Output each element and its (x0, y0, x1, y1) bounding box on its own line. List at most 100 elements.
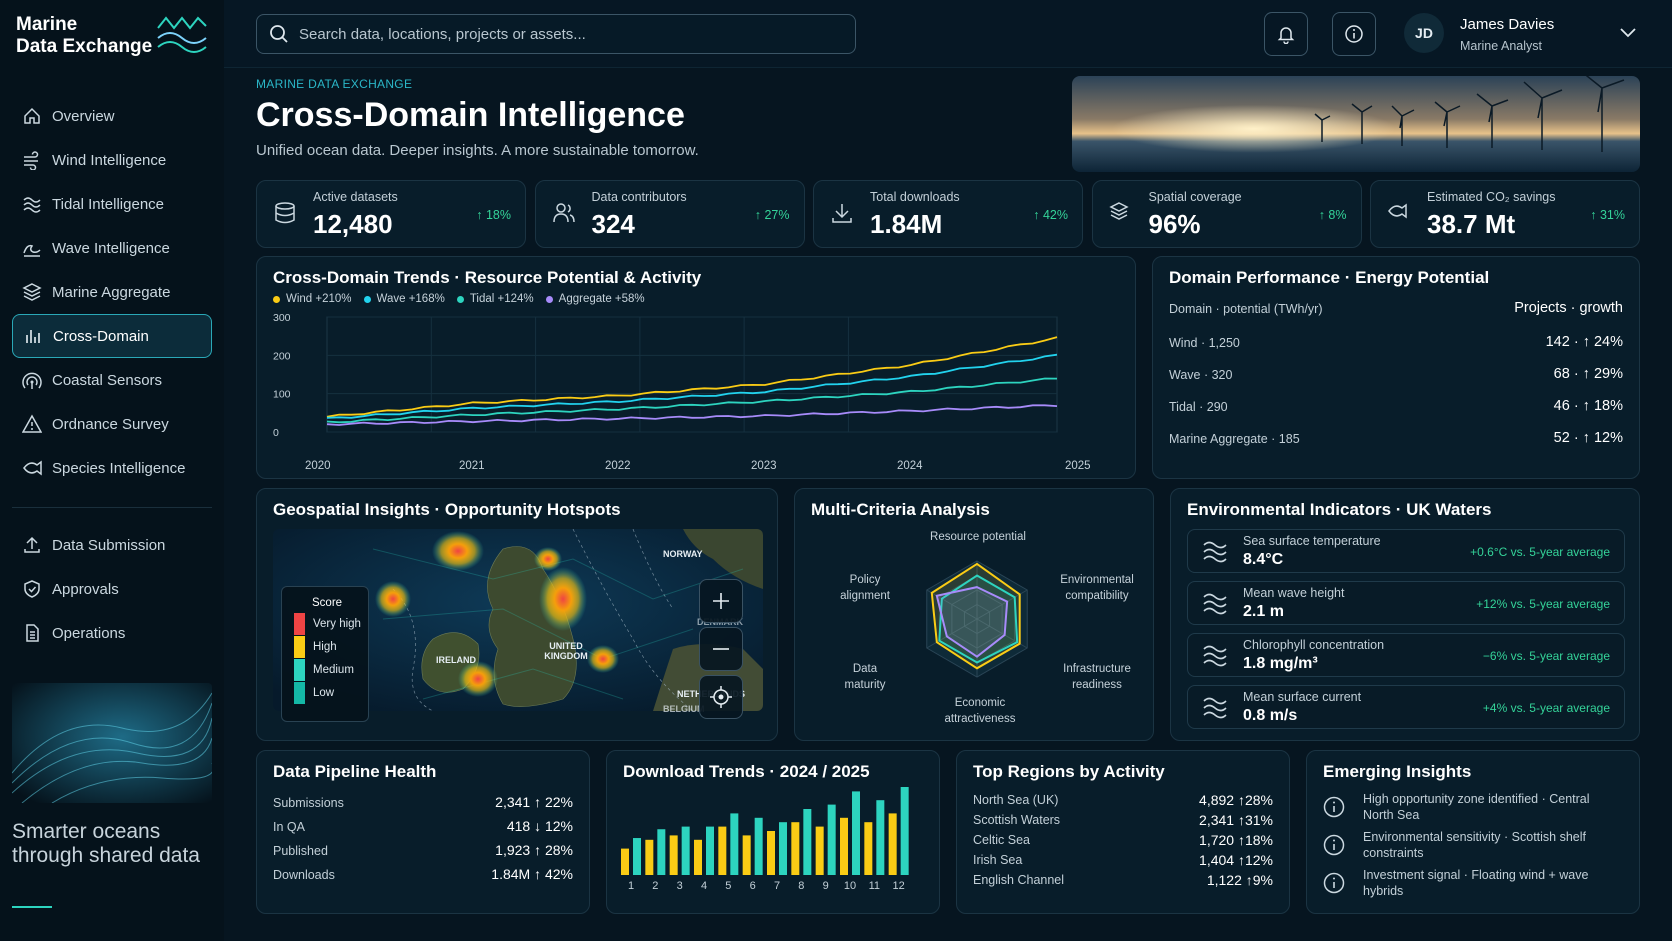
sidebar-item-overview[interactable]: Overview (12, 94, 212, 138)
radar-axis (926, 618, 978, 649)
zoom-out-button[interactable] (699, 627, 743, 671)
layers-icon (1108, 202, 1129, 220)
region-row[interactable]: Irish Sea 1,404 ↑12% (973, 851, 1273, 871)
kpi-label: Data contributors (591, 190, 687, 204)
x-tick-label: 2021 (459, 460, 485, 472)
sidebar-item-data-submission[interactable]: Data Submission (12, 523, 212, 567)
bar (864, 822, 873, 875)
region-value: 1,404 ↑12% (1199, 852, 1273, 868)
sidebar-item-operations[interactable]: Operations (12, 611, 212, 655)
sidebar-item-ordnance-survey[interactable]: Ordnance Survey (12, 402, 212, 446)
kpi-value: 12,480 (313, 209, 393, 239)
x-tick-label: 6 (750, 880, 756, 892)
downloads-title: Download Trends · 2024 / 2025 (623, 762, 870, 781)
y-tick-label: 200 (273, 350, 291, 362)
bar-chart-icon (26, 330, 40, 343)
map-legend-item: Medium (294, 659, 354, 681)
legend-item: Wind +210% (273, 293, 352, 305)
mca-card: Multi-Criteria Analysis Resource potenti… (794, 488, 1154, 741)
sidebar-item-wind-intelligence[interactable]: Wind Intelligence (12, 138, 212, 182)
region-row[interactable]: North Sea (UK) 4,892 ↑28% (973, 791, 1273, 811)
kpi-card[interactable]: Estimated CO₂ savings 38.7 Mt ↑ 31% (1370, 180, 1640, 248)
sidebar-item-marine-aggregate[interactable]: Marine Aggregate (12, 270, 212, 314)
map-legend-title: Score (312, 597, 343, 609)
document-icon (26, 624, 39, 642)
insight-row[interactable]: High opportunity zone identified · Centr… (1323, 791, 1623, 827)
map-label-norway: NORWAY (663, 549, 703, 559)
pipeline-label: Downloads (273, 868, 335, 882)
wind-icon (24, 151, 39, 170)
search-icon (270, 25, 288, 43)
sidebar-item-tidal-intelligence[interactable]: Tidal Intelligence (12, 182, 212, 226)
y-tick-label: 300 (273, 312, 291, 324)
performance-title: Domain Performance · Energy Potential (1169, 268, 1490, 287)
notifications-button[interactable] (1264, 12, 1308, 56)
series-line (326, 336, 1058, 418)
locate-button[interactable] (699, 675, 743, 719)
kpi-card[interactable]: Spatial coverage 96% ↑ 8% (1091, 180, 1362, 248)
bar (754, 817, 763, 875)
region-row[interactable]: English Channel 1,122 ↑9% (973, 871, 1273, 891)
performance-value: 68 · ↑ 29% (1553, 366, 1623, 382)
zoom-in-button[interactable] (699, 579, 743, 623)
sidebar-item-coastal-sensors[interactable]: Coastal Sensors (12, 358, 212, 402)
kpi-label: Total downloads (870, 190, 960, 204)
pipeline-value: 1,923 ↑ 28% (495, 842, 573, 858)
bar (706, 826, 714, 875)
radar-axis (926, 589, 978, 620)
env-indicator-row[interactable]: Chlorophyll concentration 1.8 mg/m³ −6% vs… (1187, 633, 1625, 677)
chevron-down-icon[interactable] (1620, 28, 1636, 38)
performance-head-right: Projects · growth (1514, 300, 1623, 316)
insight-row[interactable]: Investment signal · Floating wind + wave… (1323, 867, 1623, 903)
legend-swatch (273, 295, 280, 303)
trends-chart: 0 100 200 300 2020 2021 2022 2023 2024 2025 (273, 312, 1091, 472)
kpi-delta: ↑ 8% (1318, 208, 1347, 222)
sidebar-item-approvals[interactable]: Approvals (12, 567, 212, 611)
user-name[interactable]: James Davies (1460, 16, 1555, 33)
map-legend: Score Very high High Medium Low (281, 586, 369, 722)
insight-row[interactable]: Environmental sensitivity · Scottish she… (1323, 829, 1623, 865)
search-input[interactable] (299, 25, 839, 43)
env-indicator-value: 0.8 m/s (1243, 707, 1298, 724)
performance-row: Marine Aggregate · 185 52 · ↑ 12% (1169, 429, 1623, 449)
env-indicator-row[interactable]: Mean wave height 2.1 m +12% vs. 5-year ave… (1187, 581, 1625, 625)
kpi-card[interactable]: Active datasets 12,480 ↑ 18% (256, 180, 526, 248)
brand-name-line2: Data Exchange (16, 36, 153, 57)
performance-row: Tidal · 290 46 · ↑ 18% (1169, 397, 1623, 417)
region-row[interactable]: Scottish Waters 2,341 ↑31% (973, 811, 1273, 831)
env-indicator-name: Mean surface current (1243, 690, 1362, 704)
trends-legend: Wind +210% Wave +168% Tidal +124% Aggregate… (273, 293, 645, 305)
bar (694, 839, 702, 875)
insight-text: Environmental sensitivity · Scottish she… (1363, 830, 1587, 860)
pipeline-value: 1.84M ↑ 42% (491, 866, 573, 882)
avatar[interactable]: JD (1404, 13, 1444, 53)
env-indicator-row[interactable]: Mean surface current 0.8 m/s +4% vs. 5-yea… (1187, 685, 1625, 729)
brand-logo[interactable]: Marine Data Exchange (16, 14, 152, 58)
sidebar-item-label: Species Intelligence (52, 459, 186, 477)
insights-title: Emerging Insights (1323, 762, 1472, 781)
kpi-card[interactable]: Data contributors 324 ↑ 27% (534, 180, 805, 248)
search-box[interactable] (256, 14, 856, 54)
sidebar-item-cross-domain[interactable]: Cross-Domain (12, 314, 212, 358)
sidebar-item-label: Ordnance Survey (52, 415, 169, 433)
bar (827, 804, 836, 875)
pipeline-title: Data Pipeline Health (273, 762, 437, 781)
kpi-value: 1.84M (870, 209, 943, 239)
kpi-label: Spatial coverage (1148, 190, 1242, 204)
pipeline-row: In QA 418 ↓ 12% (273, 817, 573, 839)
env-indicator-row[interactable]: Sea surface temperature 8.4°C +0.6°C vs. 5… (1187, 529, 1625, 573)
sidebar-item-species-intelligence[interactable]: Species Intelligence (12, 446, 212, 490)
upload-icon (24, 536, 40, 553)
kpi-card[interactable]: Total downloads 1.84M ↑ 42% (813, 180, 1083, 248)
x-tick-label: 2020 (305, 460, 331, 472)
sidebar-item-label: Overview (52, 107, 115, 125)
region-row[interactable]: Celtic Sea 1,720 ↑18% (973, 831, 1273, 851)
sidebar-item-wave-intelligence[interactable]: Wave Intelligence (12, 226, 212, 270)
performance-value: 46 · ↑ 18% (1553, 398, 1623, 414)
radar-label-policy: Policy alignment (840, 574, 890, 602)
insight-text: Investment signal · Floating wind + wave… (1363, 868, 1589, 898)
bar (657, 829, 666, 875)
shield-check-icon (24, 580, 40, 598)
info-button[interactable] (1332, 12, 1376, 56)
map-legend-swatch (294, 613, 305, 635)
